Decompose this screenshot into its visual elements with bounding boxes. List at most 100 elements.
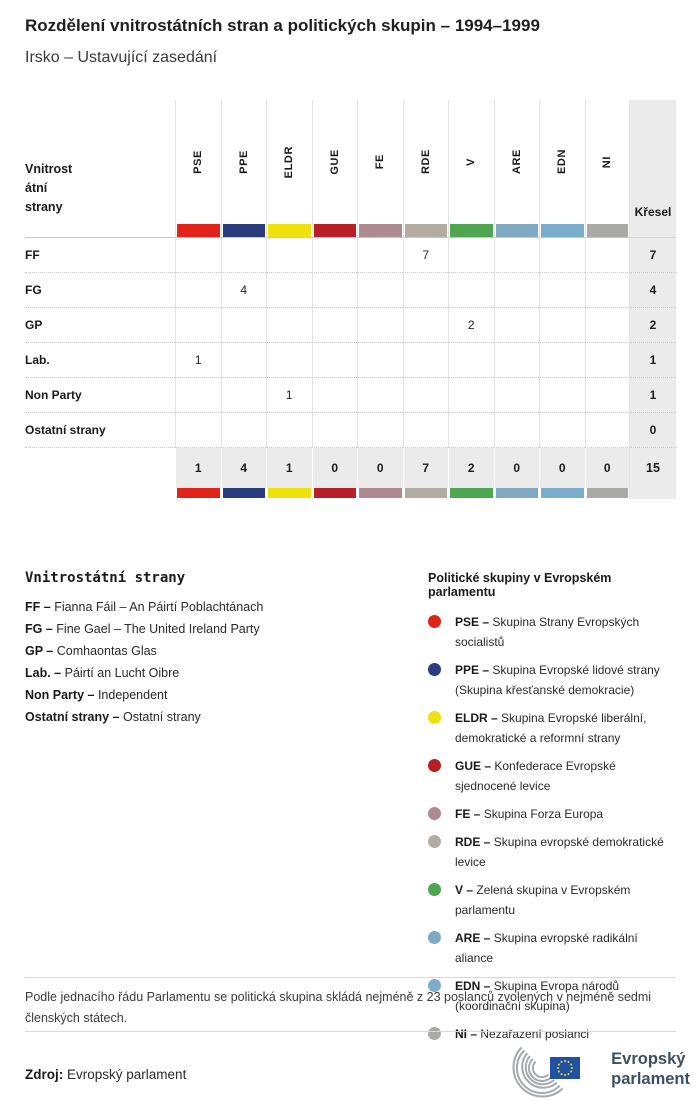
ni-dot-icon [428,1027,441,1040]
value-cell [311,378,357,413]
fe-dot-icon [428,807,441,820]
column-header-fe: FE [357,100,403,224]
value-cell [493,413,539,448]
column-total-cell: 0 [539,448,585,488]
edn-color-bar [541,224,584,237]
legend-item: GUE – Konfederace Evropské sjednocené le… [428,756,678,796]
are-color-bar [495,224,538,237]
are-dot-icon [428,931,441,944]
value-cell [539,238,585,273]
page-title: Rozdělení vnitrostátních stran a politic… [25,16,540,35]
value-cell [311,343,357,378]
are-color-bar [495,488,538,498]
column-totals-row: 1 4 1 0 0 7 2 0 0 0 15 [25,448,676,488]
value-cell [584,378,630,413]
value-cell [311,308,357,343]
european-parliament-logo: Evropský parlament [506,1040,690,1098]
table-row-ostatni: Ostatní strany 0 [25,413,676,448]
value-cell [220,413,266,448]
seats-column-header: Křesel [630,100,676,224]
column-total-cell: 0 [584,448,630,488]
eu-stars-icon [557,1060,574,1076]
row-total-cell: 0 [630,413,676,448]
value-cell [220,308,266,343]
legend-item: Ostatní strany – Ostatní strany [25,710,201,724]
legend-item: NI – Nezařazení poslanci [428,1024,678,1044]
group-color-bar-row [25,224,676,238]
column-header-ppe: PPE [220,100,267,224]
value-cell: 4 [220,273,266,308]
value-cell [311,238,357,273]
eldr-color-bar [268,224,311,237]
column-header-gue: GUE [311,100,358,224]
page-subtitle: Irsko – Ustavující zasedání [25,49,218,66]
legend-item: PSE – Skupina Strany Evropských socialis… [428,612,678,652]
value-cell [220,238,266,273]
divider [25,1031,676,1032]
value-cell [402,273,448,308]
gue-dot-icon [428,759,441,772]
grand-total-cell: 15 [630,448,676,488]
row-total-cell: 1 [630,378,676,413]
value-cell [175,308,221,343]
v-dot-icon [428,883,441,896]
legend-item: PPE – Skupina Evropské lidové strany (Sk… [428,660,678,700]
table-row-fg: FG 4 4 [25,273,676,308]
party-label: FF [25,238,175,273]
value-cell [266,273,312,308]
legend-item: ELDR – Skupina Evropské liberální, demok… [428,708,678,748]
value-cell [357,273,403,308]
ppe-color-bar [222,488,265,498]
value-cell [357,343,403,378]
value-cell [357,308,403,343]
column-total-cell: 0 [493,448,539,488]
table-row-lab: Lab. 1 1 [25,343,676,378]
rde-dot-icon [428,835,441,848]
legend-item: RDE – Skupina evropské demokratické levi… [428,832,678,872]
political-groups-legend-title: Politické skupiny v Evropském parlamentu [428,571,612,599]
legend-item: EDN – Skupina Evropa národů (koordinační… [428,976,678,1016]
column-total-cell: 2 [448,448,494,488]
value-cell [175,413,221,448]
value-cell [402,308,448,343]
legend-item: ARE – Skupina evropské radikální aliance [428,928,678,968]
fe-color-bar [359,488,402,498]
party-label: Lab. [25,343,175,378]
value-cell [311,273,357,308]
legend-item: Non Party – Independent [25,688,168,702]
column-total-cell: 1 [175,448,221,488]
ni-color-bar [586,224,628,237]
column-total-cell: 0 [311,448,357,488]
legend-item: GP – Comhaontas Glas [25,644,157,658]
pse-dot-icon [428,615,441,628]
table-row-gp: GP 2 2 [25,308,676,343]
legend-item: FG – Fine Gael – The United Ireland Part… [25,622,260,636]
value-cell [539,343,585,378]
value-cell [357,413,403,448]
value-cell: 1 [266,378,312,413]
value-cell [402,343,448,378]
value-cell [584,238,630,273]
table-row-nonparty: Non Party 1 1 [25,378,676,413]
footnote: Podle jednacího řádu Parlamentu se polit… [25,990,652,1025]
column-header-rde: RDE [402,100,449,224]
party-label: FG [25,273,175,308]
value-cell [539,273,585,308]
value-cell [584,308,630,343]
value-cell [448,378,494,413]
v-color-bar [450,224,493,237]
column-header-are: ARE [493,100,540,224]
value-cell [175,238,221,273]
value-cell [448,273,494,308]
column-total-cell: 1 [266,448,312,488]
value-cell [357,378,403,413]
seats-distribution-table: Vnitrost átní strany PSE PPE ELDR GUE FE… [25,100,676,499]
value-cell [539,308,585,343]
value-cell [584,273,630,308]
value-cell [493,238,539,273]
value-cell [539,378,585,413]
row-total-cell: 7 [630,238,676,273]
value-cell [220,343,266,378]
value-cell [584,343,630,378]
